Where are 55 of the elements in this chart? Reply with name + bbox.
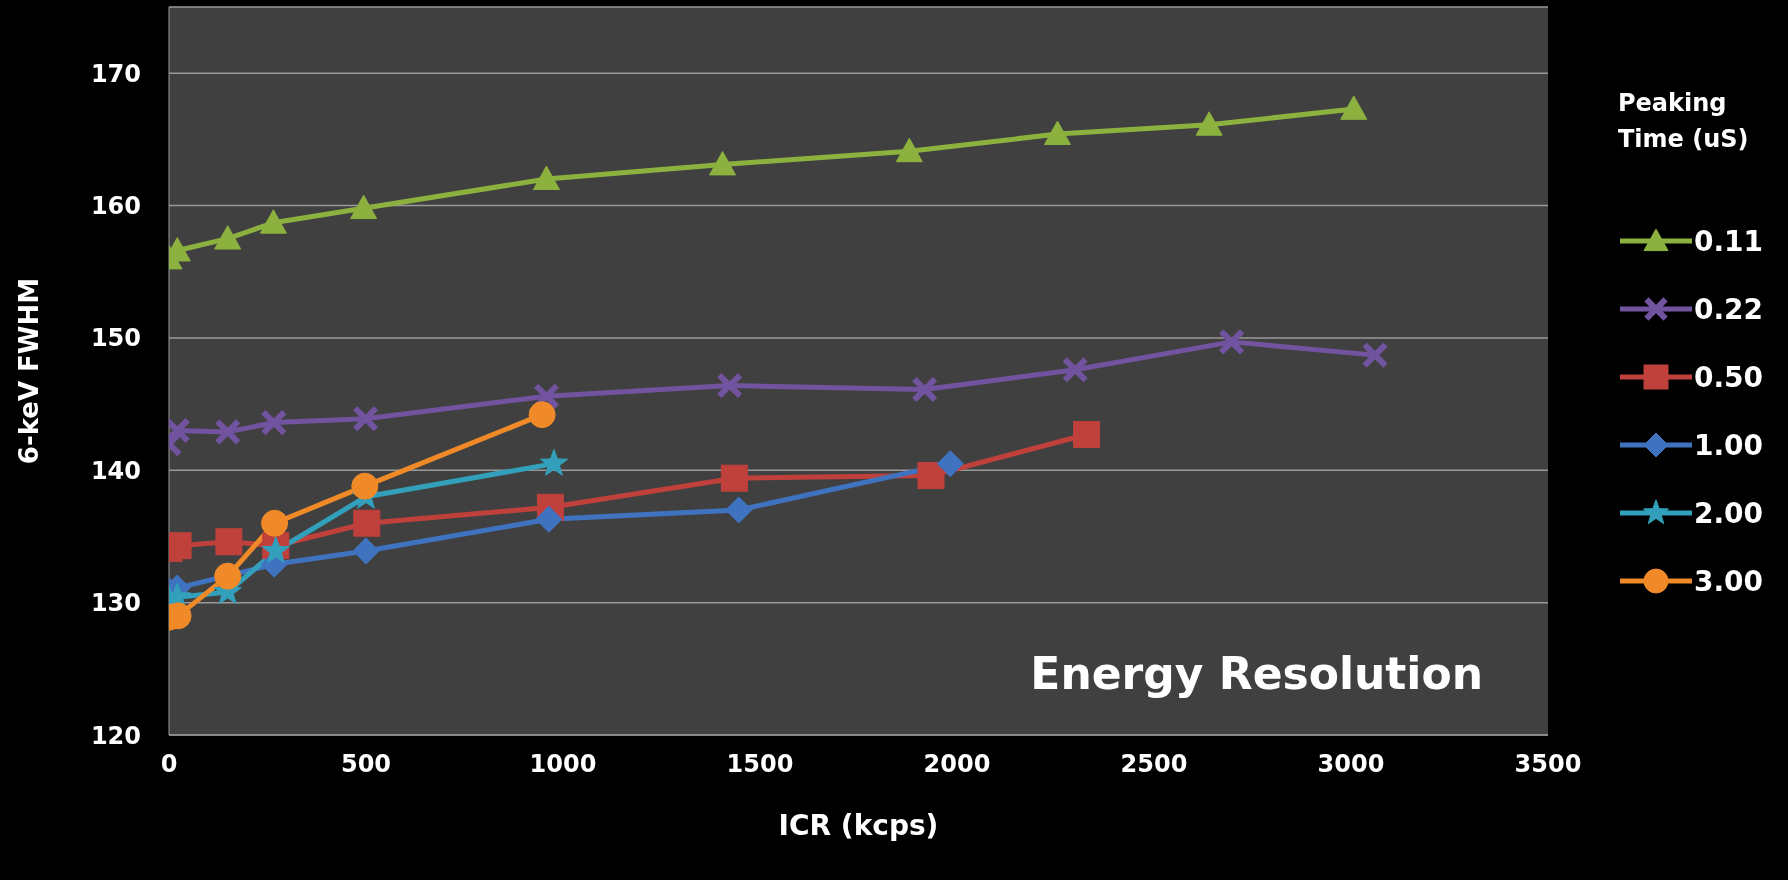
- x-tick-label: 2500: [1120, 750, 1188, 779]
- legend-label: 0.22: [1694, 292, 1764, 326]
- point: [1195, 111, 1223, 136]
- point: [215, 528, 243, 556]
- legend-label: 2.00: [1694, 496, 1764, 530]
- point: [352, 537, 380, 565]
- y-tick-label: 170: [90, 59, 141, 88]
- point: [936, 450, 964, 478]
- y-tick-label: 160: [90, 192, 141, 221]
- point: [261, 509, 289, 537]
- point: [895, 137, 923, 163]
- point: [911, 376, 939, 403]
- point: [214, 418, 242, 446]
- legend-title: Peaking Time (uS): [1618, 88, 1750, 155]
- point: [539, 448, 569, 476]
- point: [214, 225, 242, 250]
- point: [532, 165, 560, 190]
- point: [1073, 421, 1101, 449]
- x-tick-label: 1000: [529, 750, 597, 779]
- y-tick-label: 120: [90, 721, 141, 750]
- point: [351, 472, 379, 500]
- point: [214, 562, 242, 590]
- x-tick-label: 1500: [726, 750, 794, 779]
- y-tick-label: 140: [90, 456, 141, 485]
- point: [716, 372, 744, 399]
- point: [259, 209, 287, 234]
- annotation: Energy Resolution: [1030, 648, 1483, 699]
- legend-label: 0.50: [1694, 360, 1764, 394]
- x-tick-label: 2000: [923, 750, 991, 779]
- point: [917, 462, 945, 490]
- legend-label: 0.11: [1694, 224, 1764, 258]
- point: [260, 409, 288, 437]
- point: [1043, 120, 1071, 145]
- point: [535, 505, 563, 533]
- point: [1218, 328, 1246, 356]
- point: [528, 401, 556, 429]
- point: [1340, 95, 1368, 120]
- point: [352, 405, 380, 433]
- y-axis-title: 6-keV FWHM: [14, 277, 45, 465]
- point: [720, 464, 748, 492]
- point: [1061, 356, 1089, 384]
- point: [350, 194, 378, 220]
- x-tick-label: 3000: [1317, 750, 1385, 779]
- point: [353, 509, 381, 537]
- x-tick-label: 0: [160, 750, 178, 779]
- point: [709, 151, 737, 176]
- point: [1361, 341, 1389, 369]
- point: [725, 496, 753, 524]
- legend-label: 1.00: [1694, 428, 1764, 462]
- y-tick-label: 130: [90, 589, 141, 618]
- legend-label: 3.00: [1694, 564, 1764, 598]
- x-tick-label: 500: [340, 750, 392, 779]
- x-axis-title: ICR (kcps): [778, 809, 939, 842]
- y-tick-label: 150: [90, 324, 141, 353]
- x-tick-label: 3500: [1514, 750, 1582, 779]
